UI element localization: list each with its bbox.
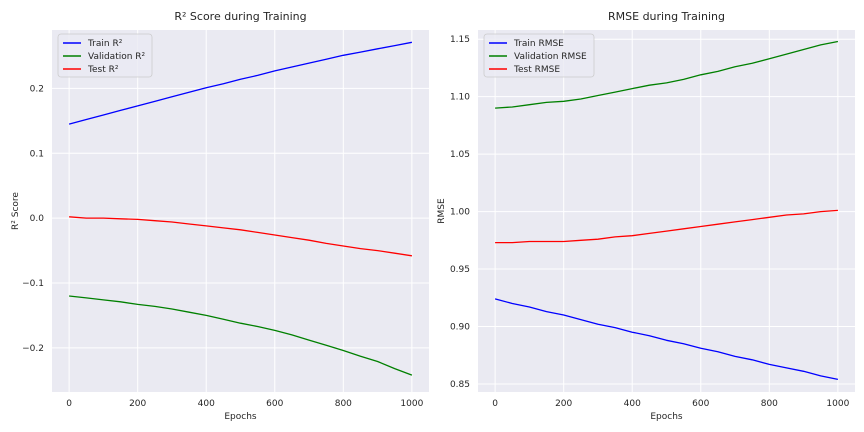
x-axis-label: Epochs bbox=[650, 412, 683, 422]
plot-background bbox=[478, 30, 855, 392]
legend-box bbox=[483, 33, 595, 78]
x-tick-label: 0 bbox=[492, 399, 498, 409]
x-tick-label: 0 bbox=[66, 399, 72, 409]
y-axis-label: R² Score bbox=[11, 192, 21, 230]
series-line-3 bbox=[495, 209, 838, 244]
x-tick-label: 600 bbox=[692, 399, 709, 409]
legend-label-3: Test RMSE bbox=[513, 65, 560, 75]
x-tick-label: 1000 bbox=[826, 399, 849, 409]
y-tick-label: 1.15 bbox=[450, 35, 470, 45]
x-tick-label: 600 bbox=[266, 399, 283, 409]
y-tick-label: −0.1 bbox=[22, 279, 44, 289]
chart-1: 0 200 400 600 800 1000 −0.2 −0.1 0.0 0.1 0.2 R² Sco… bbox=[11, 10, 429, 422]
series-line-1 bbox=[494, 298, 839, 381]
x-tick-label: 400 bbox=[198, 399, 215, 409]
legend-label-2: Validation RMSE bbox=[514, 52, 587, 62]
series-line-3 bbox=[69, 216, 412, 257]
y-tick-label: 1.10 bbox=[450, 93, 470, 103]
x-tick-label: 800 bbox=[761, 399, 778, 409]
chart-2: 0 200 400 600 800 1000 0.85 0.90 0.95 1.00 1.05 1.1… bbox=[437, 10, 855, 422]
legend-label-3: Test R² bbox=[87, 65, 119, 75]
x-tick-label: 200 bbox=[555, 399, 572, 409]
x-axis-label: Epochs bbox=[224, 412, 257, 422]
legend-label-1: Train RMSE bbox=[513, 39, 564, 49]
y-tick-label: 1.00 bbox=[450, 208, 470, 218]
y-tick-label: 0.0 bbox=[30, 214, 45, 224]
y-tick-label: 0.1 bbox=[30, 149, 44, 159]
chart-title: RMSE during Training bbox=[608, 10, 725, 23]
y-axis-label: RMSE bbox=[437, 198, 447, 224]
x-tick-label: 200 bbox=[129, 399, 146, 409]
chart-title: R² Score during Training bbox=[174, 10, 306, 23]
series-line-2 bbox=[495, 40, 839, 109]
y-tick-label: 0.2 bbox=[30, 84, 44, 94]
y-tick-label: −0.2 bbox=[22, 344, 44, 354]
series-line-1 bbox=[68, 41, 413, 125]
x-tick-label: 1000 bbox=[400, 399, 423, 409]
x-tick-label: 800 bbox=[335, 399, 352, 409]
legend-box bbox=[57, 33, 153, 78]
legend-label-2: Validation R² bbox=[88, 52, 146, 62]
y-tick-label: 0.90 bbox=[450, 322, 470, 332]
series-line-2 bbox=[69, 295, 413, 376]
plot-background bbox=[52, 30, 429, 392]
y-tick-label: 0.85 bbox=[450, 380, 470, 390]
legend-label-1: Train R² bbox=[87, 39, 123, 49]
x-tick-label: 400 bbox=[624, 399, 641, 409]
y-tick-label: 0.95 bbox=[450, 265, 470, 275]
y-tick-label: 1.05 bbox=[450, 150, 470, 160]
